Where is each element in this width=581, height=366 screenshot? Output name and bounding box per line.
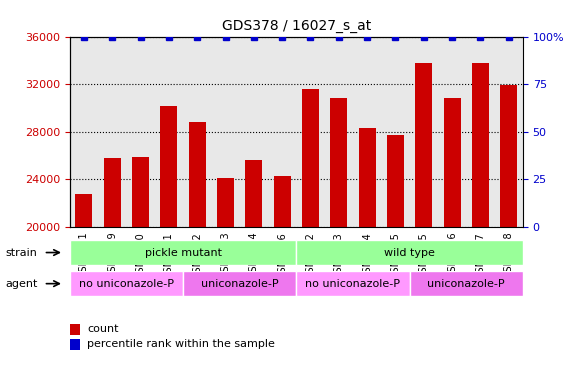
Bar — [330, 98, 347, 227]
Text: agent: agent — [6, 279, 38, 289]
Text: uniconazole-P: uniconazole-P — [428, 279, 505, 289]
Text: count: count — [87, 324, 119, 335]
FancyBboxPatch shape — [183, 271, 296, 296]
Bar — [302, 89, 319, 227]
FancyBboxPatch shape — [410, 271, 523, 296]
Bar — [217, 178, 234, 227]
FancyBboxPatch shape — [70, 240, 296, 265]
Bar — [472, 63, 489, 227]
Text: percentile rank within the sample: percentile rank within the sample — [87, 339, 275, 349]
Bar — [500, 85, 517, 227]
Bar — [387, 135, 404, 227]
Bar — [189, 122, 206, 227]
Text: strain: strain — [6, 247, 38, 258]
Text: uniconazole-P: uniconazole-P — [201, 279, 278, 289]
FancyBboxPatch shape — [296, 271, 410, 296]
Text: wild type: wild type — [384, 247, 435, 258]
Bar — [103, 158, 121, 227]
Bar — [132, 157, 149, 227]
Bar — [274, 176, 290, 227]
FancyBboxPatch shape — [70, 271, 183, 296]
FancyBboxPatch shape — [296, 240, 523, 265]
Text: no uniconazole-P: no uniconazole-P — [79, 279, 174, 289]
Text: pickle mutant: pickle mutant — [145, 247, 221, 258]
Text: no uniconazole-P: no uniconazole-P — [306, 279, 400, 289]
Bar — [358, 128, 375, 227]
Bar — [443, 98, 461, 227]
Title: GDS378 / 16027_s_at: GDS378 / 16027_s_at — [222, 19, 371, 33]
Bar — [160, 105, 177, 227]
Bar — [415, 63, 432, 227]
Bar — [245, 160, 262, 227]
Bar — [76, 194, 92, 227]
